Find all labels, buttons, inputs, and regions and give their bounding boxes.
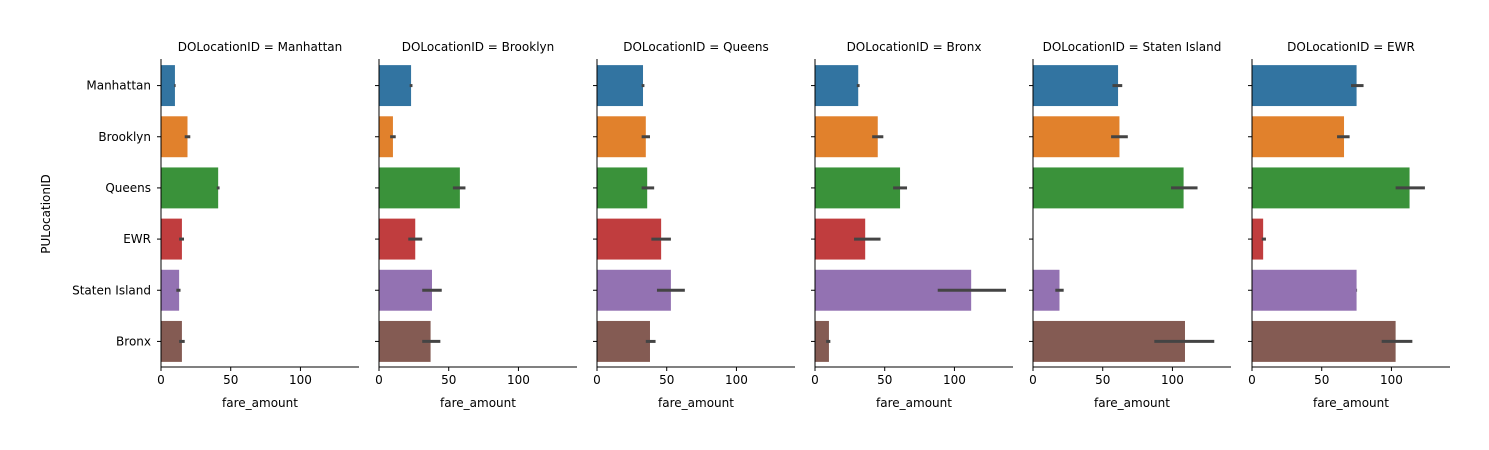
bar-queens: [815, 167, 901, 209]
bar-bronx: [161, 320, 182, 362]
x-tick-label: 100: [725, 373, 748, 387]
bar-bronx: [597, 320, 650, 362]
bar-brooklyn: [161, 116, 188, 158]
panel-title: DOLocationID = EWR: [1287, 40, 1415, 54]
bar-staten-island: [1033, 269, 1060, 311]
x-tick-label: 100: [1161, 373, 1184, 387]
bar-ewr: [161, 218, 182, 260]
bar-manhattan: [161, 65, 175, 107]
bar-ewr: [597, 218, 662, 260]
y-tick-label: Manhattan: [86, 79, 151, 93]
y-axis-label: PULocationID: [39, 174, 53, 254]
bar-staten-island: [161, 269, 180, 311]
y-tick-label: Bronx: [116, 334, 151, 348]
bar-brooklyn: [597, 116, 646, 158]
x-tick-label: 0: [375, 373, 383, 387]
x-tick-label: 50: [1095, 373, 1110, 387]
x-tick-label: 50: [1314, 373, 1329, 387]
y-tick-label: Brooklyn: [98, 130, 151, 144]
x-tick-label: 0: [593, 373, 601, 387]
bar-queens: [1252, 167, 1410, 209]
x-axis-label: fare_amount: [440, 396, 516, 410]
facet-panel-2: DOLocationID = Queens 0 50 100 fare_amount: [593, 40, 795, 410]
x-tick-label: 100: [289, 373, 312, 387]
panel-title: DOLocationID = Queens: [623, 40, 769, 54]
bar-queens: [161, 167, 219, 209]
x-tick-label: 0: [157, 373, 165, 387]
x-axis-label: fare_amount: [1094, 396, 1170, 410]
bar-manhattan: [815, 65, 859, 107]
bar-brooklyn: [1252, 116, 1345, 158]
panel-title: DOLocationID = Brooklyn: [402, 40, 554, 54]
panel-title: DOLocationID = Bronx: [847, 40, 982, 54]
bar-manhattan: [1252, 65, 1357, 107]
x-tick-label: 50: [659, 373, 674, 387]
bar-staten-island: [1252, 269, 1357, 311]
facet-panel-0: DOLocationID = Manhattan 0 50 100 Manhattan B…: [72, 40, 359, 410]
bar-bronx: [815, 320, 829, 362]
x-axis-label: fare_amount: [658, 396, 734, 410]
bar-manhattan: [1033, 65, 1119, 107]
x-tick-label: 50: [223, 373, 238, 387]
bar-brooklyn: [815, 116, 878, 158]
x-axis-label: fare_amount: [876, 396, 952, 410]
x-tick-label: 100: [943, 373, 966, 387]
x-tick-label: 0: [1248, 373, 1256, 387]
y-tick-label: Queens: [105, 181, 151, 195]
bar-brooklyn: [1033, 116, 1120, 158]
bar-ewr: [1252, 218, 1264, 260]
panel-title: DOLocationID = Manhattan: [178, 40, 343, 54]
x-tick-label: 50: [877, 373, 892, 387]
x-tick-label: 50: [441, 373, 456, 387]
facet-panel-1: DOLocationID = Brooklyn 0 50 100 fare_amount: [375, 40, 577, 410]
facet-panel-4: DOLocationID = Staten Island 0 50 100 fare_a…: [1029, 40, 1231, 410]
x-axis-label: fare_amount: [1313, 396, 1389, 410]
facet-panel-5: DOLocationID = EWR 0 50 100 fare_amount: [1248, 40, 1450, 410]
bar-manhattan: [597, 65, 644, 107]
panel-title: DOLocationID = Staten Island: [1043, 40, 1222, 54]
x-tick-label: 0: [811, 373, 819, 387]
bar-queens: [1033, 167, 1184, 209]
x-tick-label: 100: [1380, 373, 1403, 387]
bar-manhattan: [379, 65, 412, 107]
facet-panel-3: DOLocationID = Bronx 0 50 100 fare_amount: [811, 40, 1013, 410]
bar-brooklyn: [379, 116, 393, 158]
x-tick-label: 100: [507, 373, 530, 387]
x-axis-label: fare_amount: [222, 396, 298, 410]
bar-queens: [597, 167, 648, 209]
y-tick-label: EWR: [123, 232, 151, 246]
bar-bronx: [379, 320, 431, 362]
bar-queens: [379, 167, 460, 209]
bar-bronx: [1252, 320, 1396, 362]
y-tick-label: Staten Island: [72, 283, 151, 297]
x-tick-label: 0: [1029, 373, 1037, 387]
